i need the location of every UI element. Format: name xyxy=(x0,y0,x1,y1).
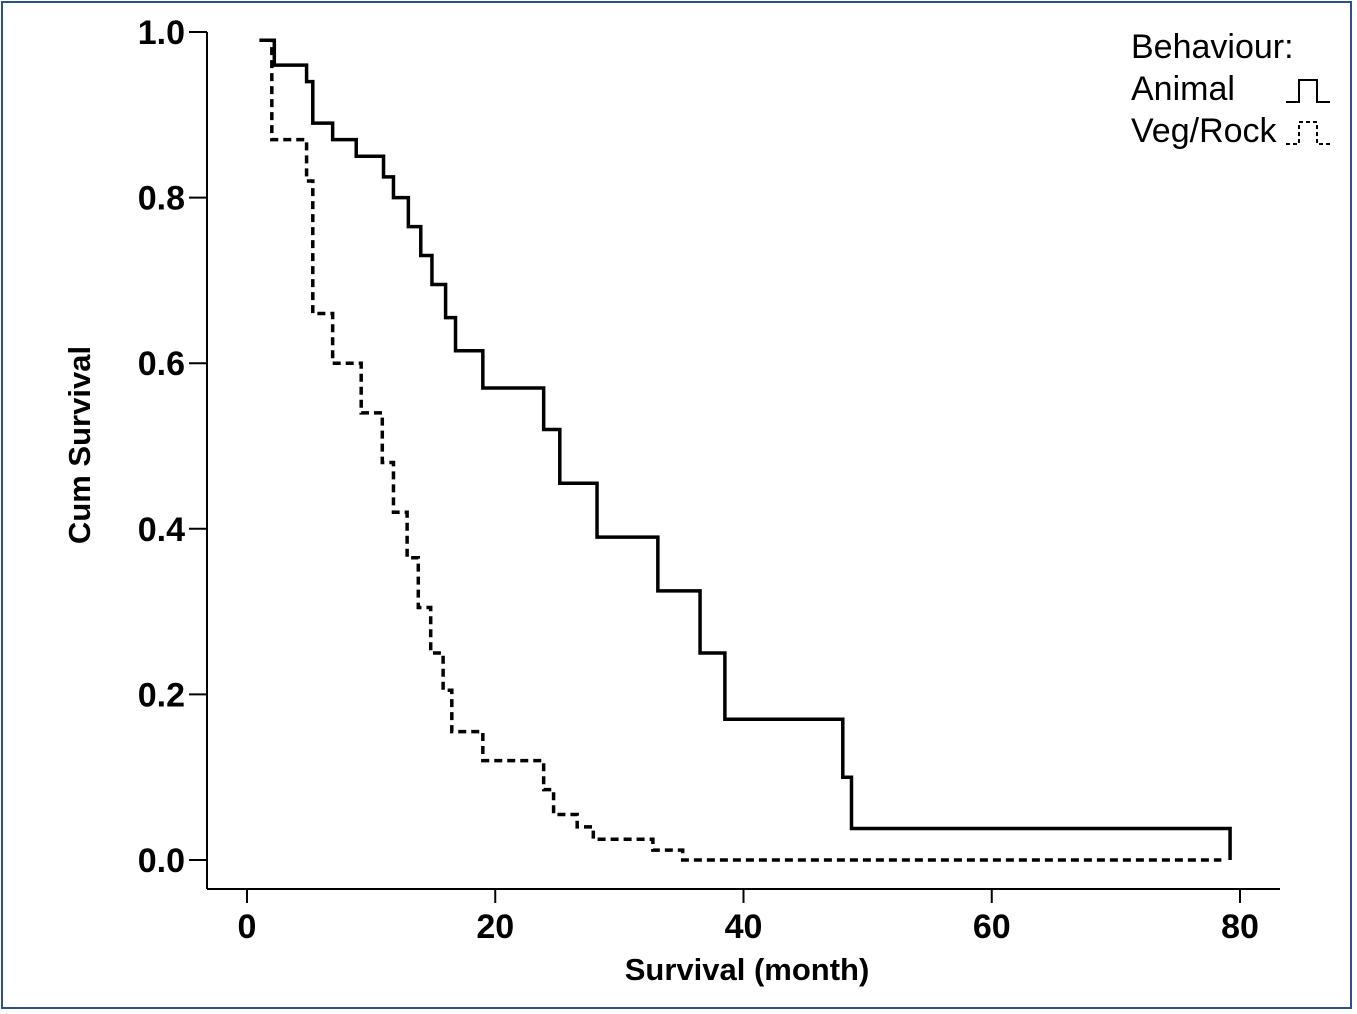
y-axis-title: Cum Survival xyxy=(62,346,97,544)
legend-title: Behaviour: xyxy=(1131,28,1294,66)
y-tick-label: 0.4 xyxy=(138,511,185,549)
y-tick-label: 0.6 xyxy=(138,345,185,383)
legend-label-veg-rock: Veg/Rock xyxy=(1131,112,1278,150)
y-ticks: 0.0 0.2 0.4 0.6 0.8 1.0 xyxy=(138,14,207,880)
x-tick-label: 60 xyxy=(973,908,1011,946)
y-tick-label: 0.0 xyxy=(138,842,185,880)
series-line-animal xyxy=(259,38,1232,860)
legend-symbol-veg-rock xyxy=(1286,121,1330,145)
x-ticks: 0 20 40 60 80 xyxy=(238,889,1259,946)
series-line-veg-rock xyxy=(265,38,1222,862)
series-layer xyxy=(259,38,1232,862)
x-axis-title: Survival (month) xyxy=(625,952,870,987)
x-tick-label: 20 xyxy=(476,908,514,946)
y-tick-label: 0.8 xyxy=(138,180,185,218)
legend-label-animal: Animal xyxy=(1131,70,1235,108)
x-tick-label: 0 xyxy=(238,908,257,946)
legend-symbol-animal xyxy=(1286,79,1330,103)
y-tick-label: 1.0 xyxy=(138,14,185,52)
axes xyxy=(206,32,1280,890)
y-tick-label: 0.2 xyxy=(138,676,185,714)
x-tick-label: 40 xyxy=(725,908,763,946)
legend: Behaviour: Animal Veg/Rock xyxy=(1131,28,1330,150)
x-tick-label: 80 xyxy=(1221,908,1259,946)
